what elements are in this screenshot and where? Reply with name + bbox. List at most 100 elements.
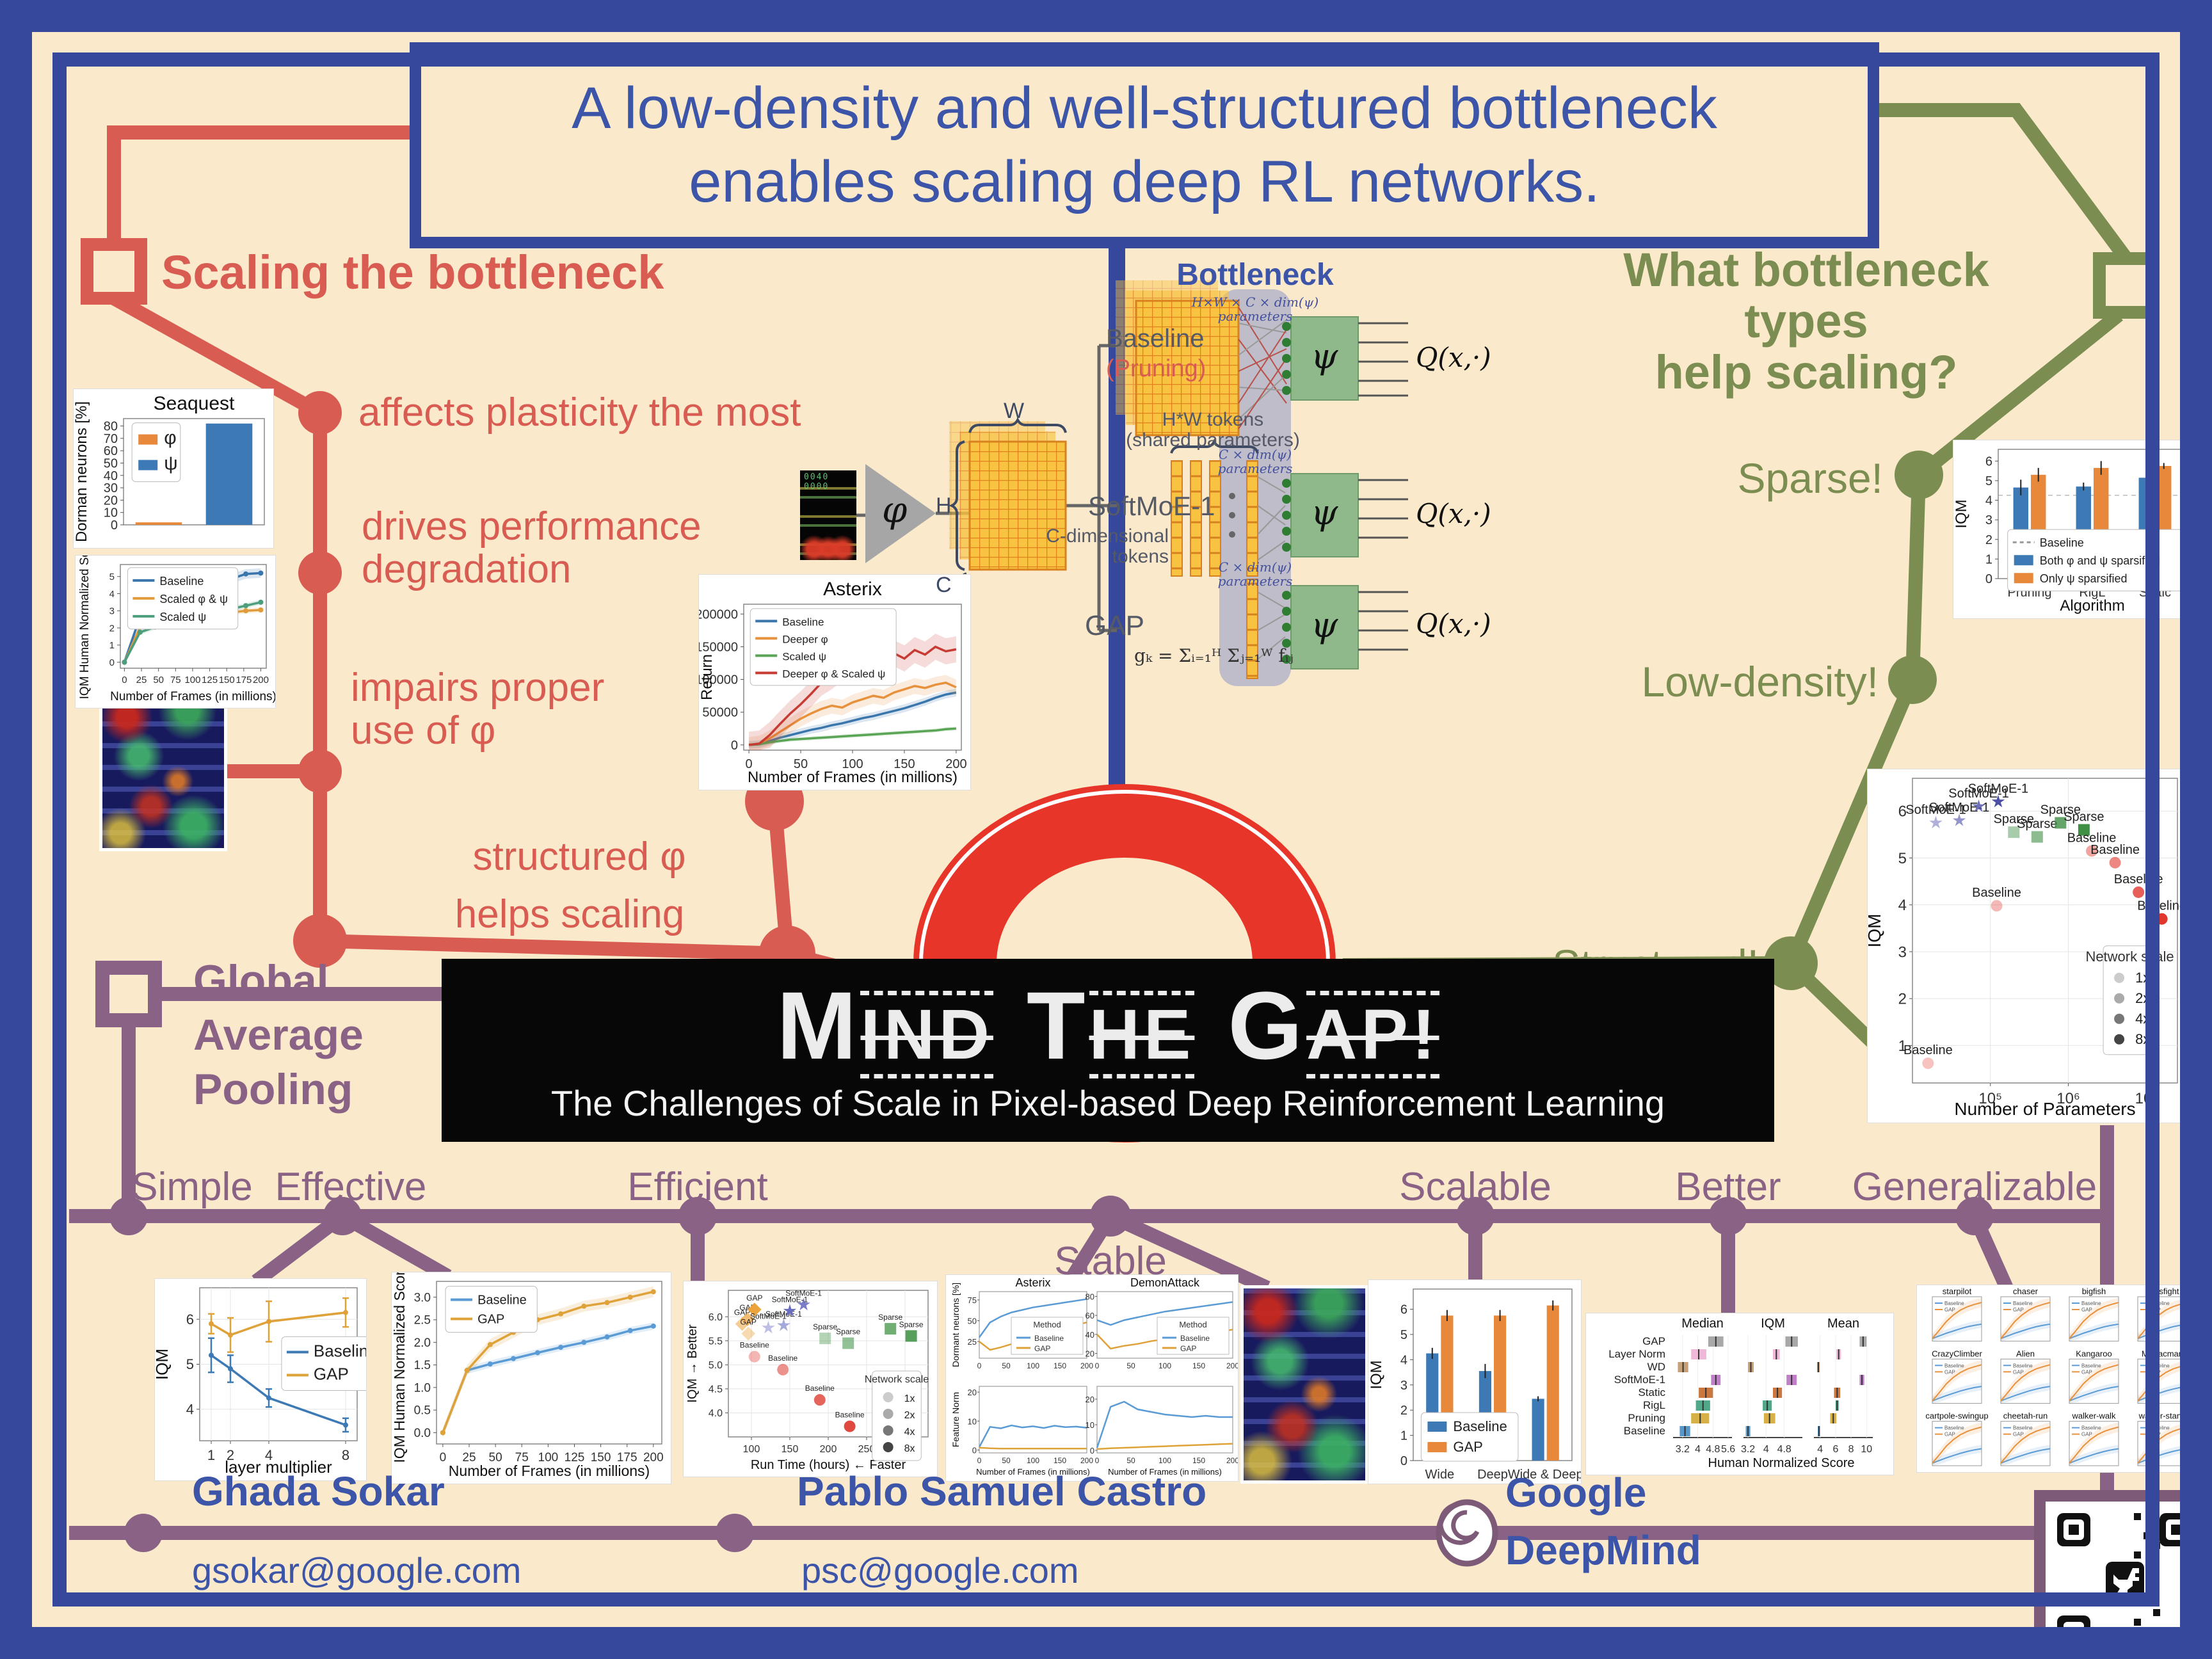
svg-text:1: 1	[207, 1447, 215, 1463]
svg-text:Sparse: Sparse	[1994, 812, 2034, 826]
svg-text:SoftMoE-1: SoftMoE-1	[1905, 803, 1966, 817]
author2-email: psc@google.com	[801, 1550, 1079, 1591]
svg-text:50: 50	[1126, 1361, 1135, 1370]
svg-text:2.5: 2.5	[414, 1314, 431, 1327]
svg-text:SoftMoE-1: SoftMoE-1	[765, 1310, 802, 1318]
station-label-simple: Simple	[131, 1165, 253, 1209]
svg-text:30: 30	[104, 481, 118, 495]
svg-text:GAP: GAP	[1453, 1439, 1482, 1455]
svg-text:Sparse: Sparse	[2040, 803, 2081, 817]
svg-text:4: 4	[1817, 1444, 1823, 1455]
phi-encoder-triangle	[865, 464, 936, 563]
svg-text:Baseline: Baseline	[1624, 1425, 1665, 1437]
svg-text:GAP: GAP	[741, 1318, 757, 1327]
svg-text:Baseline: Baseline	[2013, 1301, 2033, 1306]
qr-code	[2034, 1490, 2212, 1659]
svg-text:0: 0	[109, 657, 115, 668]
saliency-heatmap-2	[1240, 1285, 1368, 1484]
psi-symbol-3: ψ	[1311, 605, 1338, 645]
svg-text:Scaled ψ: Scaled ψ	[782, 650, 826, 662]
psi-symbol-2: ψ	[1311, 492, 1338, 533]
svg-text:25: 25	[968, 1337, 977, 1347]
svg-text:200: 200	[1080, 1361, 1093, 1370]
gap-row-label: GAP	[1085, 610, 1144, 641]
svg-text:200: 200	[1080, 1456, 1093, 1465]
svg-text:40: 40	[1086, 1330, 1094, 1340]
svg-text:150: 150	[1054, 1456, 1066, 1465]
params-label-low: C × dim(ψ) parameters	[1217, 559, 1293, 589]
svg-text:20: 20	[1086, 1349, 1094, 1359]
svg-text:GAP: GAP	[1944, 1369, 1955, 1375]
svg-text:Deeper φ: Deeper φ	[782, 633, 828, 645]
svg-text:Baseline: Baseline	[1453, 1418, 1507, 1434]
svg-text:80: 80	[104, 420, 118, 434]
svg-text:50: 50	[153, 675, 164, 685]
svg-text:1: 1	[1400, 1429, 1407, 1443]
svg-text:50: 50	[1002, 1361, 1011, 1370]
svg-text:50: 50	[104, 456, 118, 470]
svg-text:Baseline: Baseline	[835, 1410, 865, 1419]
red-section-heading: Scaling the bottleneck	[161, 246, 664, 299]
red-interchange-square	[81, 238, 147, 305]
svg-text:GAP: GAP	[314, 1364, 349, 1383]
svg-text:200: 200	[1226, 1361, 1238, 1370]
bottleneck-label: Bottleneck	[1176, 258, 1334, 292]
svg-text:Static: Static	[1638, 1386, 1665, 1399]
svg-text:100: 100	[1027, 1456, 1039, 1465]
svg-text:Baseline: Baseline	[1903, 1043, 1953, 1057]
svg-text:50: 50	[1126, 1456, 1135, 1465]
svg-text:5: 5	[1400, 1328, 1407, 1342]
svg-text:GAP: GAP	[477, 1313, 504, 1327]
svg-text:100: 100	[184, 675, 200, 685]
station-label-effective: Effective	[275, 1165, 427, 1209]
svg-text:2: 2	[227, 1447, 234, 1463]
pruning-row-label: (Pruning)	[1106, 355, 1206, 382]
svg-text:0: 0	[746, 757, 753, 771]
svg-text:bigfish: bigfish	[2082, 1286, 2106, 1296]
svg-text:Number of Frames (in millions): Number of Frames (in millions)	[1108, 1467, 1222, 1477]
svg-text:SoftMoE-1: SoftMoE-1	[785, 1289, 822, 1298]
svg-text:200: 200	[643, 1451, 664, 1464]
author1-name: Ghada Sokar	[192, 1468, 445, 1514]
svg-text:5: 5	[1985, 474, 1992, 488]
svg-text:150: 150	[894, 757, 915, 771]
h-dim-label: H	[936, 493, 952, 518]
svg-text:3.2: 3.2	[1741, 1444, 1755, 1455]
svg-text:SoftMoE-1: SoftMoE-1	[1614, 1374, 1665, 1386]
svg-text:150: 150	[1192, 1361, 1205, 1370]
qr-pattern	[2057, 1513, 2193, 1649]
poster-subtitle: The Challenges of Scale in Pixel-based D…	[550, 1082, 1665, 1123]
author2-name: Pablo Samuel Castro	[797, 1468, 1207, 1514]
svg-text:60: 60	[104, 444, 118, 458]
svg-text:1: 1	[109, 640, 115, 651]
svg-text:Baseline: Baseline	[2090, 843, 2140, 857]
svg-text:175: 175	[236, 675, 252, 685]
svg-text:200000: 200000	[699, 607, 738, 621]
svg-text:cartpole-swingup: cartpole-swingup	[1925, 1411, 1988, 1421]
svg-text:Sparse: Sparse	[2017, 817, 2057, 831]
svg-text:50: 50	[489, 1451, 502, 1464]
svg-text:100: 100	[743, 1444, 760, 1455]
svg-text:Baseline: Baseline	[2013, 1425, 2033, 1431]
svg-text:GAP: GAP	[2150, 1307, 2161, 1313]
svg-text:Network scale: Network scale	[865, 1374, 929, 1385]
svg-text:GAP: GAP	[1642, 1335, 1665, 1347]
svg-text:GAP: GAP	[2150, 1369, 2161, 1375]
svg-text:ψ: ψ	[164, 453, 177, 474]
svg-text:Baseline: Baseline	[2081, 1363, 2101, 1368]
svg-text:Mean: Mean	[1827, 1317, 1859, 1331]
svg-text:75: 75	[968, 1295, 977, 1305]
svg-text:1.5: 1.5	[414, 1359, 431, 1372]
svg-text:Number of Frames (in millions): Number of Frames (in millions)	[449, 1463, 650, 1479]
red-point-performance: drives performance degradation	[362, 504, 701, 591]
svg-text:150: 150	[1192, 1456, 1205, 1465]
svg-text:75: 75	[170, 675, 181, 685]
org-name-deepmind: DeepMind	[1505, 1527, 1701, 1573]
q-value-label-3: Q(x,·)	[1416, 608, 1491, 639]
svg-text:8: 8	[342, 1447, 349, 1463]
svg-text:Algorithm: Algorithm	[2060, 597, 2124, 614]
w-dim-label: W	[1004, 399, 1025, 423]
svg-text:4: 4	[265, 1447, 273, 1463]
claim-line-1: A low-density and well-structured bottle…	[572, 76, 1717, 141]
svg-text:Baseline: Baseline	[2081, 1425, 2101, 1431]
